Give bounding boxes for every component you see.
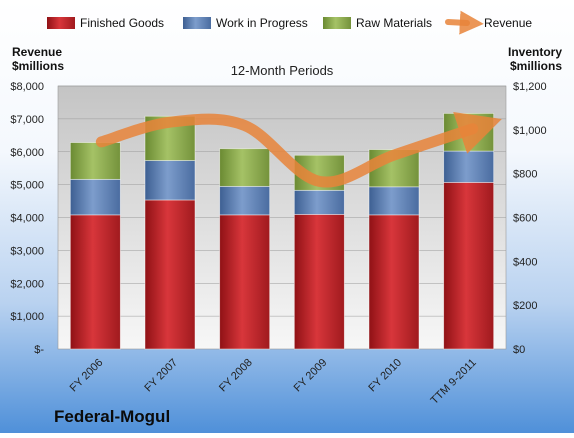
bar-work-in-progress [443,150,495,183]
left-tick-label: $- [34,344,44,356]
bar-work-in-progress [293,189,345,215]
legend-label-revenue: Revenue [484,16,532,30]
right-tick-label: $1,000 [513,125,547,137]
left-axis-tick-labels: $- $1,000 $2,000 $3,000 $4,000 $5,000 $6,000 $7… [10,81,44,356]
legend-swatch-revenue-arrow [445,10,484,35]
legend-label-work-in-progress: Work in Progress [216,16,308,30]
right-tick-label: $1,200 [513,81,547,93]
bar-raw-materials [219,148,271,187]
bar-finished-goods [144,199,196,350]
left-tick-label: $2,000 [10,278,44,290]
right-tick-label: $0 [513,344,525,356]
bar-finished-goods [293,214,345,350]
right-axis-tick-labels: $0 $200 $400 $600 $800 $1,000 $1,200 [513,81,547,356]
left-tick-label: $7,000 [10,114,44,126]
right-tick-label: $400 [513,256,537,268]
left-tick-label: $5,000 [10,180,44,192]
chart-title: 12-Month Periods [231,63,334,78]
left-axis-title-line2: $millions [12,59,64,73]
left-tick-label: $4,000 [10,213,44,225]
bar-series [69,112,495,350]
left-tick-label: $6,000 [10,147,44,159]
legend-swatch-raw-materials [323,17,351,29]
revenue-line [95,112,502,188]
bar-work-in-progress [368,186,420,216]
legend: Finished Goods Work in Progress Raw Mate… [47,10,532,35]
right-tick-label: $800 [513,169,537,181]
bar-finished-goods [69,214,121,350]
company-name: Federal-Mogul [54,407,170,426]
left-axis-title-line1: Revenue [12,45,62,59]
left-tick-label: $8,000 [10,81,44,93]
right-axis-title-line1: Inventory [508,45,562,59]
legend-swatch-finished-goods [47,17,75,29]
bar-finished-goods [368,214,420,350]
bar-work-in-progress [219,185,271,216]
left-tick-label: $3,000 [10,245,44,257]
revenue-line-layer [95,112,502,188]
bar-finished-goods [443,182,495,350]
legend-label-finished-goods: Finished Goods [80,16,164,30]
legend-label-raw-materials: Raw Materials [356,16,432,30]
right-tick-label: $600 [513,213,537,225]
bar-finished-goods [219,214,271,350]
bar-raw-materials [69,142,121,180]
bar-work-in-progress [69,178,121,216]
bar-work-in-progress [144,160,196,201]
left-tick-label: $1,000 [10,311,44,323]
right-axis-title-line2: $millions [510,59,562,73]
right-tick-label: $200 [513,300,537,312]
legend-swatch-work-in-progress [183,17,211,29]
